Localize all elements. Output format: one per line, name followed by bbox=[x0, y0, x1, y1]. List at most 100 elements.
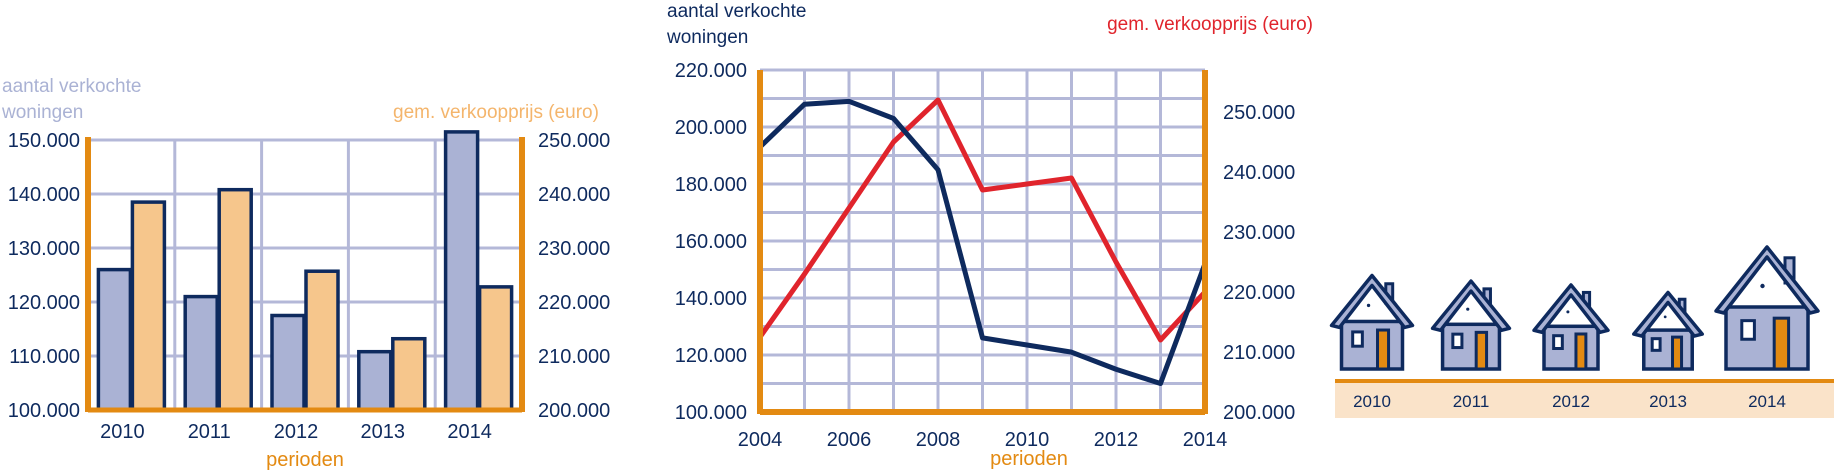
house-2010-wall bbox=[1339, 319, 1405, 371]
line-chart-axes bbox=[757, 70, 1208, 415]
house-2013-roof bbox=[1632, 290, 1704, 338]
line-chart-tick-labels: 100.000 120.000 140.000 160.000 180.000 200.0… bbox=[675, 60, 1296, 451]
bar-chart-ytick-left: 150.000 bbox=[8, 130, 80, 152]
bar-chart-ytick-right: 210.000 bbox=[538, 346, 610, 368]
bar-chart-ytick-right: 220.000 bbox=[538, 292, 610, 314]
bar-chart-ytick-left: 130.000 bbox=[8, 238, 80, 260]
house-2013-window bbox=[1650, 337, 1662, 352]
line-chart-xtick-2004: 2004 bbox=[738, 429, 783, 451]
house-2012-roof bbox=[1532, 283, 1610, 335]
house-2011-window bbox=[1451, 332, 1464, 350]
bar-2014-aantal bbox=[443, 130, 480, 412]
bar-chart-ytick-left: 140.000 bbox=[8, 184, 80, 206]
line-chart-ytick-right: 250.000 bbox=[1223, 102, 1295, 124]
series-line-gem-verkoopprijs bbox=[757, 97, 1207, 343]
house-pictogram: 2010 2011 2012 2013 2014 bbox=[1329, 245, 1834, 418]
house-2012 bbox=[1532, 283, 1610, 371]
house-2010-window bbox=[1351, 330, 1364, 348]
line-chart-xtick-2010: 2010 bbox=[1005, 429, 1050, 451]
bar-chart-ytick-left: 100.000 bbox=[8, 400, 80, 422]
line-chart-ytick-right: 230.000 bbox=[1223, 222, 1295, 244]
house-2012-window bbox=[1552, 334, 1564, 351]
series-line-aantal-verkochte-woningen bbox=[758, 98, 1208, 386]
pictogram-ground-band bbox=[1335, 382, 1834, 418]
bar-2010-aantal bbox=[96, 267, 133, 412]
line-chart-ytick-left: 220.000 bbox=[675, 60, 747, 82]
line-chart: 100.000 120.000 140.000 160.000 180.000 200.0… bbox=[666, 1, 1313, 470]
bar-chart-ytick-right: 250.000 bbox=[538, 130, 610, 152]
line-chart-xtick-2008: 2008 bbox=[916, 429, 961, 451]
house-2010 bbox=[1329, 273, 1415, 371]
pictogram-label-2011: 2011 bbox=[1453, 392, 1490, 411]
line-chart-ytick-right: 240.000 bbox=[1223, 162, 1295, 184]
bar-chart-xtick-2012: 2012 bbox=[274, 421, 319, 443]
line-chart-ytick-left: 160.000 bbox=[675, 231, 747, 253]
line-chart-ytick-right: 220.000 bbox=[1223, 282, 1295, 304]
house-2011-wall bbox=[1440, 322, 1502, 371]
line-chart-series bbox=[757, 97, 1208, 386]
bar-chart-ytick-left: 120.000 bbox=[8, 292, 80, 314]
bar-chart-ytick-left: 110.000 bbox=[9, 346, 80, 368]
line-chart-xtick-2014: 2014 bbox=[1183, 429, 1228, 451]
line-chart-ytick-left: 100.000 bbox=[675, 402, 747, 424]
pictogram-year-labels: 2010 2011 2012 2013 2014 bbox=[1353, 392, 1786, 411]
bar-chart-ytick-right: 230.000 bbox=[538, 238, 610, 260]
pictogram-label-2013: 2013 bbox=[1649, 392, 1687, 411]
bar-2010-prijs bbox=[130, 200, 167, 412]
line-chart-xlabel: perioden bbox=[990, 448, 1068, 470]
house-2012-wall bbox=[1542, 324, 1600, 371]
line-chart-ylabel-right: gem. verkoopprijs (euro) bbox=[1107, 14, 1313, 35]
line-chart-ytick-left: 200.000 bbox=[675, 117, 747, 139]
line-chart-xtick-2012: 2012 bbox=[1094, 429, 1139, 451]
line-chart-ytick-left: 120.000 bbox=[675, 345, 747, 367]
bar-chart: 2010 2011 2012 2013 2014 100.000 110.000 120.00… bbox=[1, 76, 610, 471]
line-chart-xtick-2006: 2006 bbox=[827, 429, 872, 451]
house-2010-door bbox=[1376, 328, 1391, 371]
house-2013 bbox=[1632, 290, 1704, 371]
line-chart-ytick-left: 180.000 bbox=[675, 174, 747, 196]
house-2012-attic-window bbox=[1566, 310, 1570, 314]
house-2011 bbox=[1430, 279, 1512, 371]
bar-2012-prijs bbox=[304, 269, 340, 412]
pictogram-label-2014: 2014 bbox=[1748, 392, 1786, 411]
line-chart-ytick-right: 210.000 bbox=[1223, 342, 1295, 364]
line-chart-ylabel-left-line2: woningen bbox=[666, 27, 748, 48]
house-2013-door bbox=[1671, 335, 1684, 371]
pictogram-label-2012: 2012 bbox=[1552, 392, 1590, 411]
house-2011-door bbox=[1474, 330, 1489, 371]
bar-2013-aantal bbox=[357, 349, 393, 412]
house-2011-roof bbox=[1430, 279, 1512, 333]
line-chart-ylabel-left-line1: aantal verkochte bbox=[667, 1, 806, 22]
house-2014-attic-window bbox=[1760, 283, 1765, 289]
pictogram-label-2010: 2010 bbox=[1353, 392, 1391, 411]
bar-2011-aantal bbox=[183, 294, 219, 412]
bar-chart-xtick-2014: 2014 bbox=[447, 421, 492, 443]
house-2014-roof bbox=[1714, 245, 1820, 315]
line-chart-ytick-left: 140.000 bbox=[675, 288, 747, 310]
house-2010-roof bbox=[1329, 273, 1415, 330]
bar-chart-xtick-2013: 2013 bbox=[361, 421, 406, 443]
bar-chart-ytick-right: 240.000 bbox=[538, 184, 610, 206]
pictogram-houses bbox=[1329, 245, 1820, 371]
house-2014-door bbox=[1772, 316, 1791, 371]
house-2011-attic-window bbox=[1466, 307, 1470, 311]
bar-chart-xlabel: perioden bbox=[266, 449, 344, 471]
bar-chart-axes bbox=[85, 137, 525, 413]
bar-chart-xtick-2011: 2011 bbox=[188, 421, 231, 443]
line-chart-ytick-right: 200.000 bbox=[1223, 402, 1295, 424]
bar-chart-bars bbox=[96, 130, 514, 412]
bar-chart-ylabel-left-line1: aantal verkochte bbox=[2, 76, 141, 97]
bar-2014-prijs bbox=[477, 285, 514, 412]
bar-chart-ytick-right: 200.000 bbox=[538, 400, 610, 422]
bar-chart-ylabel-right: gem. verkoopprijs (euro) bbox=[393, 102, 599, 123]
house-2014-wall bbox=[1724, 305, 1810, 371]
house-2010-attic-window bbox=[1366, 303, 1371, 308]
bar-2013-prijs bbox=[391, 336, 427, 412]
house-2014-window bbox=[1740, 319, 1756, 341]
house-2014 bbox=[1714, 245, 1820, 371]
line-chart-grid bbox=[758, 68, 1207, 414]
bar-2012-aantal bbox=[270, 313, 306, 412]
bar-chart-xtick-2010: 2010 bbox=[100, 421, 145, 443]
bar-2011-prijs bbox=[217, 187, 253, 412]
